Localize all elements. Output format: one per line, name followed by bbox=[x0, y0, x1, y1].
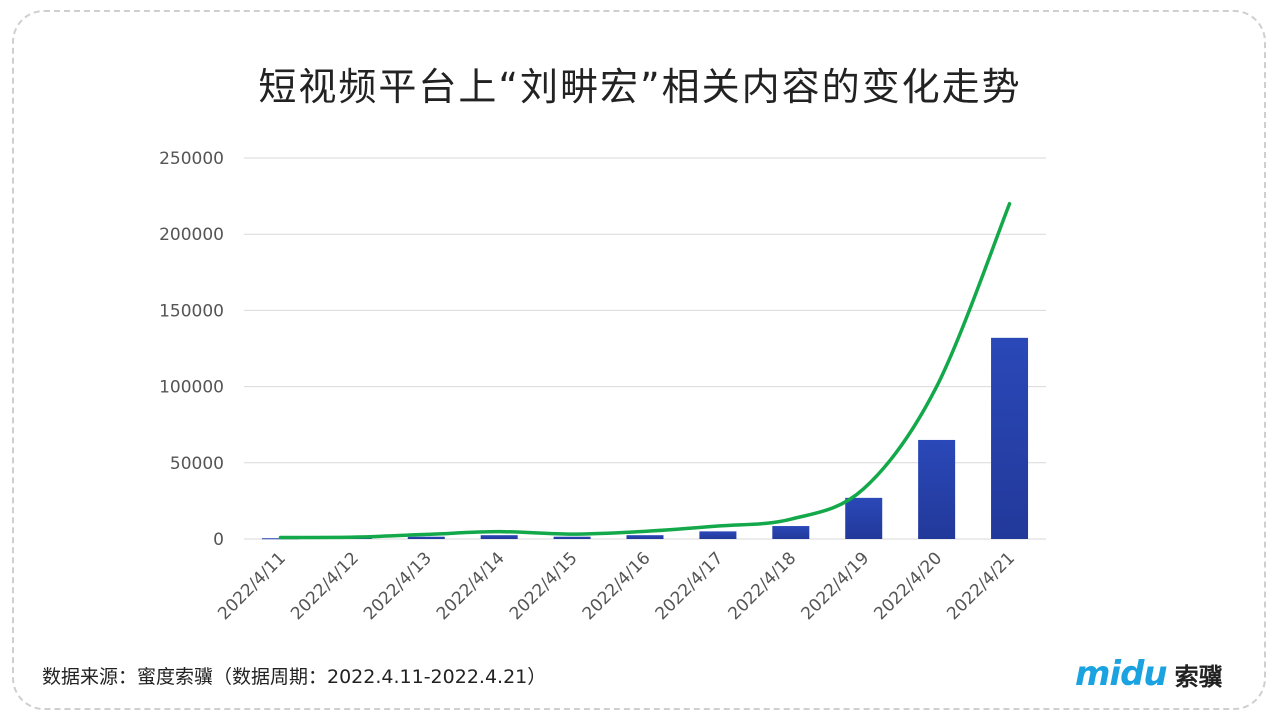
bar bbox=[407, 536, 445, 539]
bar bbox=[699, 531, 737, 539]
bar bbox=[918, 439, 956, 539]
y-tick-label: 0 bbox=[213, 530, 224, 550]
x-axis-ticks: 2022/4/112022/4/122022/4/132022/4/142022… bbox=[214, 548, 1019, 624]
x-tick-label: 2022/4/19 bbox=[797, 548, 873, 624]
x-tick-label: 2022/4/11 bbox=[214, 548, 290, 624]
logo-mark: midu bbox=[1075, 654, 1168, 694]
y-tick-label: 200000 bbox=[159, 225, 224, 245]
y-tick-label: 100000 bbox=[159, 378, 224, 398]
bar bbox=[553, 536, 591, 539]
chart-title: 短视频平台上“刘畊宏”相关内容的变化走势 bbox=[258, 65, 1022, 109]
y-tick-label: 250000 bbox=[159, 149, 224, 169]
bar bbox=[772, 526, 810, 539]
x-tick-label: 2022/4/16 bbox=[579, 548, 655, 624]
x-tick-label: 2022/4/20 bbox=[870, 548, 946, 624]
x-tick-label: 2022/4/18 bbox=[725, 548, 801, 624]
logo-text: 索骥 bbox=[1174, 662, 1223, 691]
y-tick-label: 150000 bbox=[159, 301, 224, 321]
trend-line bbox=[278, 201, 1012, 540]
x-tick-label: 2022/4/13 bbox=[360, 548, 436, 624]
chart-card bbox=[12, 10, 1266, 710]
gridlines bbox=[244, 157, 1046, 540]
x-tick-label: 2022/4/12 bbox=[287, 548, 363, 624]
x-tick-label: 2022/4/21 bbox=[943, 548, 1019, 624]
bar bbox=[480, 535, 518, 539]
trend-line-layer bbox=[278, 201, 1012, 540]
x-tick-label: 2022/4/17 bbox=[652, 548, 728, 624]
y-tick-label: 50000 bbox=[170, 454, 224, 474]
x-tick-label: 2022/4/14 bbox=[433, 548, 509, 624]
bar bbox=[991, 337, 1029, 539]
data-source-note: 数据来源：蜜度索骥（数据周期：2022.4.11-2022.4.21） bbox=[42, 666, 547, 688]
y-axis-ticks: 0 50000 100000 150000 200000 250000 bbox=[159, 149, 224, 550]
brand-logo: midu 索骥 bbox=[1075, 654, 1223, 694]
bar bbox=[626, 535, 664, 539]
x-tick-label: 2022/4/15 bbox=[506, 548, 582, 624]
bars bbox=[261, 337, 1029, 540]
bar bbox=[845, 497, 883, 539]
